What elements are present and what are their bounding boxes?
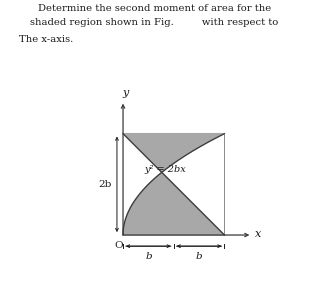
Text: b: b <box>145 252 152 261</box>
Polygon shape <box>123 134 224 235</box>
Text: y² = 2bx: y² = 2bx <box>144 165 186 174</box>
Text: shaded region shown in Fig.         with respect to: shaded region shown in Fig. with respect… <box>30 18 279 27</box>
Text: b: b <box>196 252 202 261</box>
Text: x: x <box>255 229 261 239</box>
Text: 2b: 2b <box>99 180 112 189</box>
Text: O: O <box>115 241 123 250</box>
Text: Determine the second moment of area for the: Determine the second moment of area for … <box>38 4 271 13</box>
Text: The x-axis.: The x-axis. <box>19 35 73 44</box>
Text: y: y <box>122 88 129 98</box>
